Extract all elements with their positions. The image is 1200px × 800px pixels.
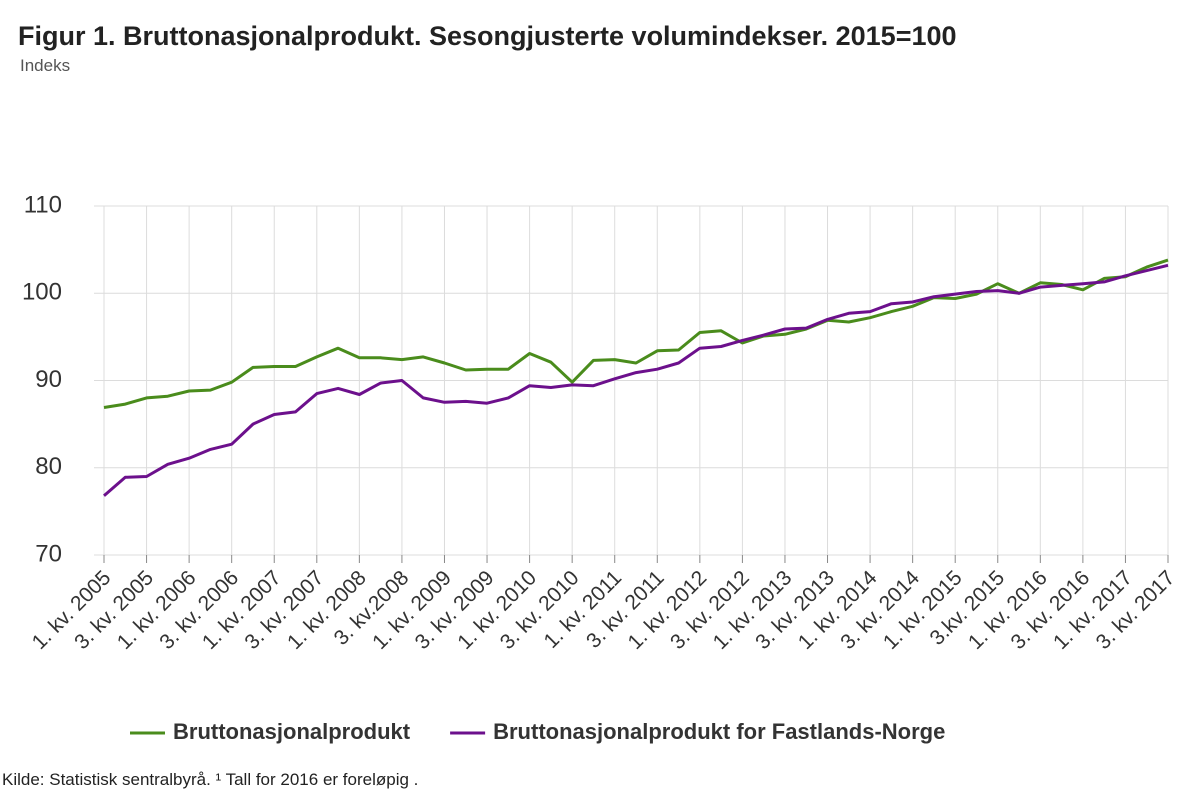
y-tick-label: 100: [22, 279, 62, 306]
series-line: [103, 258, 1169, 409]
legend-label: Bruttonasjonalprodukt for Fastlands-Norg…: [493, 719, 945, 744]
y-tick-label: 110: [24, 191, 62, 218]
legend-label: Bruttonasjonalprodukt: [173, 719, 411, 744]
chart-title: Figur 1. Bruttonasjonalprodukt. Sesongju…: [18, 21, 957, 51]
series-line: [103, 263, 1169, 497]
y-tick-label: 80: [35, 453, 62, 480]
y-tick-label: 70: [35, 540, 62, 567]
source: Kilde: Statistisk sentralbyrå. ¹ Tall fo…: [2, 770, 419, 789]
y-tick-label: 90: [35, 366, 62, 393]
subtitle: Indeks: [20, 56, 71, 75]
